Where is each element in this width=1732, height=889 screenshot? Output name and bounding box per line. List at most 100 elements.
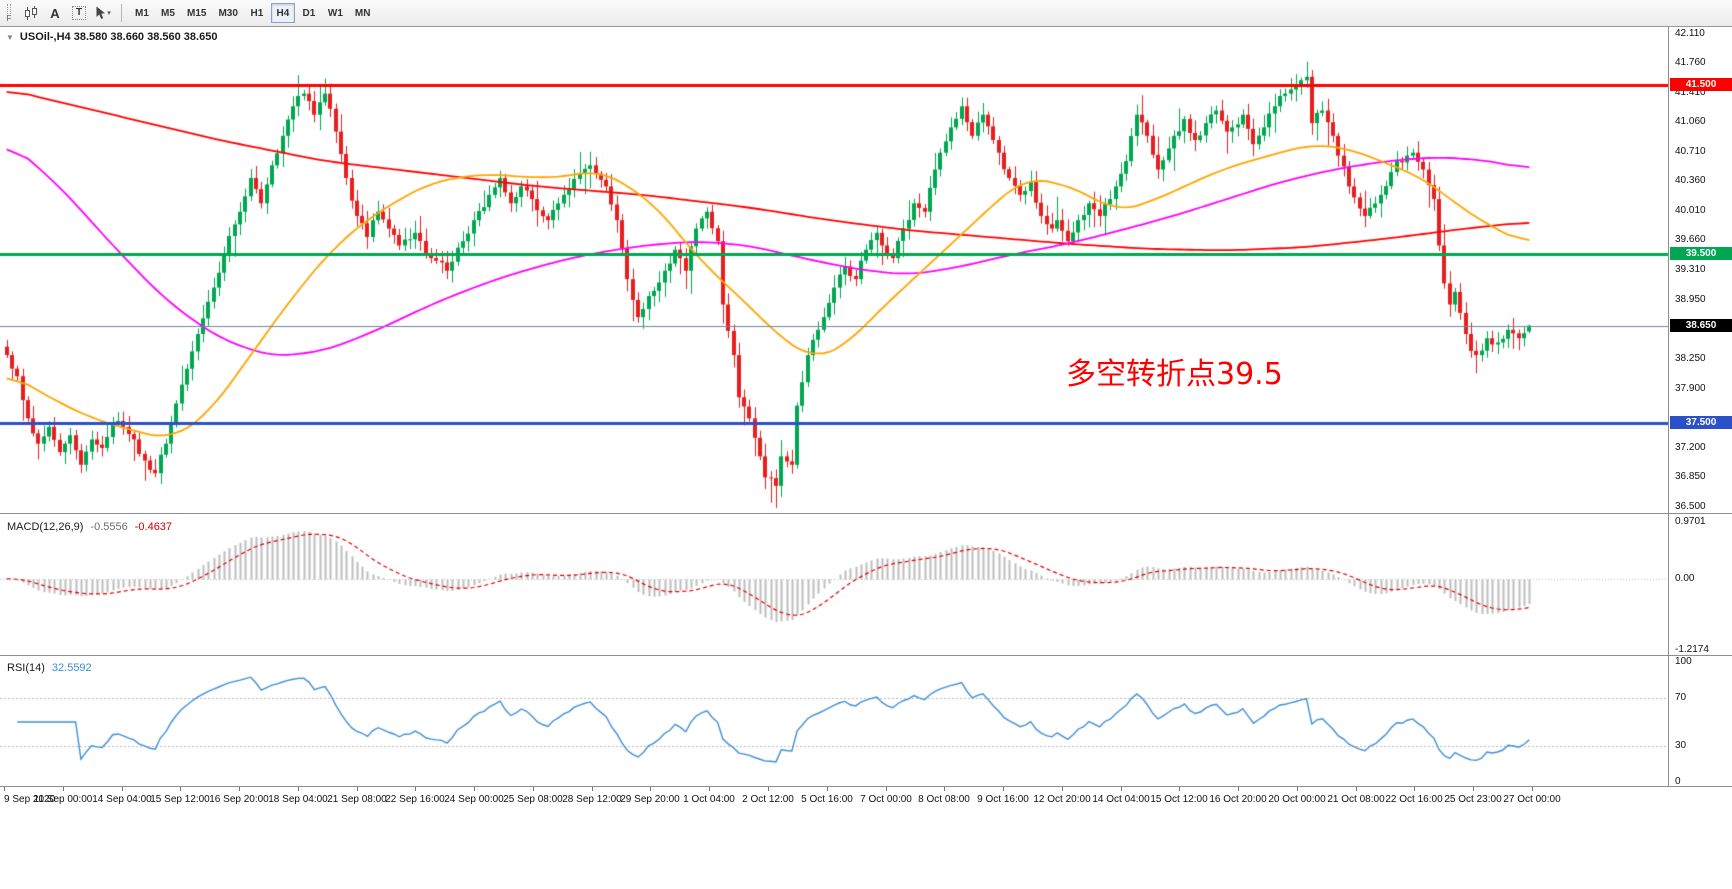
time-axis-tick: [63, 787, 64, 791]
rsi-name: RSI(14): [7, 662, 45, 674]
time-axis-tick: [1532, 787, 1533, 791]
chevron-down-icon: ▾: [107, 10, 111, 17]
toolbar-separator: [121, 4, 122, 22]
text-box-button[interactable]: T: [68, 2, 90, 24]
chart-window: ▼ USOil-,H4 38.580 38.660 38.560 38.650 …: [0, 27, 1732, 889]
toolbar-dock[interactable]: F: [2, 3, 16, 23]
time-axis-tick: [1062, 787, 1063, 791]
pane-splitter-macd[interactable]: [0, 513, 1732, 514]
price-axis-label: 36.500: [1675, 500, 1706, 512]
time-axis-label: 21 Oct 08:00: [1327, 794, 1385, 805]
top-toolbar: F A T ▾ M1 M5 M15 M30 H1 H4 D1 W1 MN: [0, 0, 1732, 27]
timeframe-button-h1[interactable]: H1: [245, 3, 269, 23]
time-axis-label: 22 Oct 16:00: [1385, 794, 1443, 805]
time-axis-label: 28 Sep 12:00: [562, 794, 622, 805]
chart-type-button[interactable]: [20, 2, 42, 24]
timeframe-button-w1[interactable]: W1: [323, 3, 348, 23]
toolbar-grip-icon: [7, 3, 11, 14]
macd-label: MACD(12,26,9) -0.5556 -0.4637: [7, 521, 172, 533]
time-axis-label: 16 Oct 20:00: [1209, 794, 1267, 805]
symbol-info: ▼ USOil-,H4 38.580 38.660 38.560 38.650: [6, 31, 217, 43]
time-axis-label: 21 Sep 08:00: [327, 794, 387, 805]
pane-splitter-rsi[interactable]: [0, 655, 1732, 656]
time-axis-label: 1 Oct 04:00: [683, 794, 735, 805]
time-axis-tick: [827, 787, 828, 791]
rsi-value: 32.5592: [51, 662, 92, 674]
time-axis-tick: [180, 787, 181, 791]
price-axis-label: 37.900: [1675, 382, 1706, 394]
price-badge: 37.500: [1670, 415, 1732, 429]
time-axis-label: 11 Sep 00:00: [33, 794, 93, 805]
time-axis-tick: [1003, 787, 1004, 791]
time-axis-label: 16 Sep 20:00: [209, 794, 269, 805]
price-axis-label: 30: [1675, 740, 1687, 751]
time-axis-label: 14 Sep 04:00: [92, 794, 152, 805]
time-axis-tick: [533, 787, 534, 791]
time-axis-tick: [886, 787, 887, 791]
price-axis-label: 0.9701: [1675, 516, 1706, 527]
price-axis[interactable]: 42.110 41.760 41.410 41.060 40.710 40.360 40.0…: [1668, 27, 1732, 787]
price-axis-label: 40.360: [1675, 175, 1706, 187]
time-axis-tick: [592, 787, 593, 791]
cursor-tool-button[interactable]: ▾: [92, 2, 114, 24]
time-axis-label: 5 Oct 16:00: [801, 794, 853, 805]
time-axis-label: 29 Sep 20:00: [620, 794, 680, 805]
time-axis-label: 25 Oct 23:00: [1444, 794, 1502, 805]
time-axis-tick: [1179, 787, 1180, 791]
timeframe-button-m5[interactable]: M5: [156, 3, 180, 23]
price-axis-label: 41.760: [1675, 57, 1706, 69]
one-click-trading-arrow[interactable]: ▼: [6, 32, 14, 42]
timeframe-button-mn[interactable]: MN: [350, 3, 376, 23]
price-axis-label: 41.060: [1675, 116, 1706, 128]
time-axis-label: 8 Oct 08:00: [918, 794, 970, 805]
main-chart-canvas[interactable]: [0, 27, 1668, 512]
rsi-canvas[interactable]: [0, 658, 1668, 786]
symbol-ohlc-label: USOil-,H4 38.580 38.660 38.560 38.650: [19, 31, 218, 43]
time-axis-tick: [1121, 787, 1122, 791]
cursor-icon: [96, 6, 106, 19]
time-axis-label: 12 Oct 20:00: [1033, 794, 1091, 805]
price-axis-label: 42.110: [1675, 27, 1705, 39]
annotation-text[interactable]: 多空转折点39.5: [1066, 357, 1283, 392]
time-axis-label: 14 Oct 04:00: [1092, 794, 1150, 805]
timeframe-group: M1 M5 M15 M30 H1 H4 D1 W1 MN: [129, 3, 376, 24]
price-axis-label: 36.850: [1675, 471, 1706, 483]
timeframe-button-h4[interactable]: H4: [270, 3, 295, 24]
price-axis-label: -1.2174: [1675, 644, 1709, 655]
time-axis-tick: [357, 787, 358, 791]
price-badge: 41.500: [1670, 78, 1732, 92]
time-axis-label: 15 Sep 12:00: [150, 794, 210, 805]
time-axis-tick: [122, 787, 123, 791]
time-axis-label: 22 Sep 16:00: [385, 794, 445, 805]
time-axis-tick: [415, 787, 416, 791]
price-axis-label: 39.310: [1675, 263, 1706, 275]
time-axis-tick: [4, 787, 5, 791]
time-axis-label: 27 Oct 00:00: [1503, 794, 1561, 805]
time-axis-label: 25 Sep 08:00: [503, 794, 563, 805]
price-axis-label: 70: [1675, 692, 1687, 703]
time-axis-tick: [1473, 787, 1474, 791]
dock-f-label: F: [6, 13, 12, 23]
time-axis-tick: [1414, 787, 1415, 791]
price-badge: 39.500: [1670, 246, 1732, 260]
time-axis-tick: [1238, 787, 1239, 791]
time-axis[interactable]: 9 Sep 2020 11 Sep 00:00 14 Sep 04:00 15 Sep…: [0, 787, 1732, 815]
time-axis-tick: [709, 787, 710, 791]
time-axis-tick: [650, 787, 651, 791]
price-axis-label: 38.950: [1675, 294, 1706, 306]
time-axis-label: 18 Sep 04:00: [268, 794, 328, 805]
time-axis-tick: [1297, 787, 1298, 791]
macd-canvas[interactable]: [0, 517, 1668, 655]
time-axis-tick: [768, 787, 769, 791]
timeframe-button-m30[interactable]: M30: [213, 3, 242, 23]
price-axis-label: 100: [1675, 656, 1692, 667]
timeframe-button-m15[interactable]: M15: [182, 3, 211, 23]
timeframe-button-d1[interactable]: D1: [297, 3, 321, 23]
time-axis-label: 7 Oct 00:00: [860, 794, 912, 805]
time-axis-label: 2 Oct 12:00: [742, 794, 794, 805]
candlestick-chart-icon: [24, 5, 37, 20]
time-axis-label: 24 Sep 00:00: [444, 794, 504, 805]
price-axis-label: 40.010: [1675, 204, 1706, 216]
text-annotation-button[interactable]: A: [44, 2, 66, 24]
timeframe-button-m1[interactable]: M1: [130, 3, 154, 23]
